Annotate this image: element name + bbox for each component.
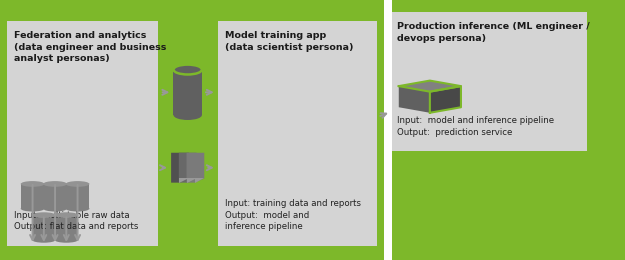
Polygon shape	[187, 179, 197, 183]
Text: Input:  model and inference pipeline
Output:  prediction service: Input: model and inference pipeline Outp…	[397, 116, 554, 136]
Bar	[54, 215, 78, 240]
Bar	[7, 21, 158, 246]
Bar	[384, 0, 392, 260]
Polygon shape	[186, 153, 204, 183]
Ellipse shape	[21, 206, 44, 212]
Text: Production inference (ML engineer /
devops persona): Production inference (ML engineer / devo…	[397, 22, 589, 43]
Polygon shape	[195, 179, 204, 183]
Bar	[174, 70, 202, 115]
Ellipse shape	[66, 206, 89, 212]
Ellipse shape	[32, 237, 56, 243]
Text: Input: multi-table raw data
Output: flat data and reports: Input: multi-table raw data Output: flat…	[14, 211, 139, 231]
Text: Model training app
(data scientist persona): Model training app (data scientist perso…	[225, 31, 354, 52]
Polygon shape	[179, 153, 197, 183]
Ellipse shape	[174, 65, 202, 75]
Ellipse shape	[54, 237, 78, 243]
Polygon shape	[179, 179, 189, 183]
Bar	[32, 215, 56, 240]
Bar	[21, 184, 44, 209]
Text: Input: training data and reports
Output:  model and
inference pipeline: Input: training data and reports Output:…	[225, 199, 361, 231]
Ellipse shape	[43, 206, 67, 212]
Ellipse shape	[32, 212, 56, 218]
Polygon shape	[399, 86, 430, 113]
Polygon shape	[399, 81, 461, 92]
Ellipse shape	[21, 181, 44, 187]
Polygon shape	[430, 86, 461, 113]
Ellipse shape	[66, 181, 89, 187]
Bar	[66, 184, 89, 209]
Text: Federation and analytics
(data engineer and business
analyst personas): Federation and analytics (data engineer …	[14, 31, 167, 63]
Ellipse shape	[43, 181, 67, 187]
Polygon shape	[171, 153, 189, 183]
Bar	[389, 12, 588, 151]
Bar	[218, 21, 377, 246]
Ellipse shape	[54, 212, 78, 218]
Bar	[43, 184, 67, 209]
Ellipse shape	[174, 110, 202, 120]
